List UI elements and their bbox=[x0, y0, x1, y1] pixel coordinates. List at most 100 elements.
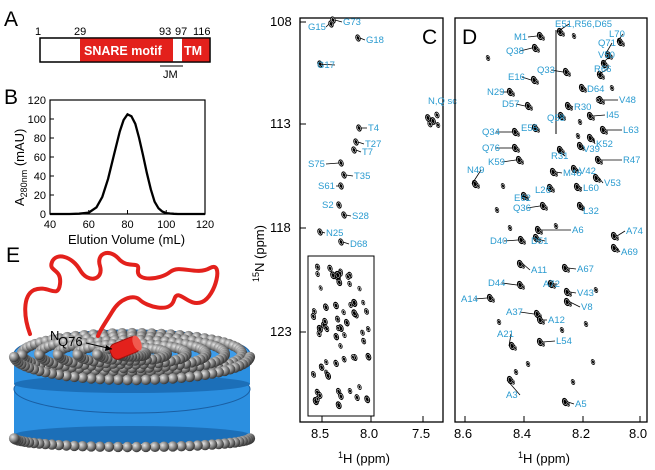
nmr-peak bbox=[601, 74, 605, 80]
lipid-head bbox=[103, 441, 115, 452]
d-peak-label-e55: E55 bbox=[521, 123, 538, 134]
nmr-peak bbox=[593, 287, 599, 293]
lipid-head bbox=[86, 441, 97, 452]
d-peak-label-v53: V53 bbox=[604, 178, 621, 189]
lipid-head bbox=[176, 441, 187, 452]
c-peak-label-d68: D68 bbox=[350, 239, 367, 250]
nmr-peak bbox=[335, 401, 342, 410]
peak-leader bbox=[550, 69, 564, 73]
nmr-peak bbox=[539, 229, 543, 235]
c-peak-label-g18: G18 bbox=[366, 35, 384, 46]
peak-leader bbox=[532, 237, 546, 242]
nmr-peak bbox=[615, 235, 619, 241]
nmr-peak bbox=[552, 283, 556, 289]
lipid-head bbox=[8, 433, 20, 444]
nmr-peak bbox=[333, 359, 339, 368]
peak-leader bbox=[325, 162, 340, 165]
elution-y-tick-60: 60 bbox=[34, 152, 46, 164]
panel-e: E N Q76 bbox=[6, 244, 256, 453]
peak-leader bbox=[570, 105, 574, 108]
peak-leader bbox=[557, 115, 562, 119]
lipid-head bbox=[86, 373, 97, 384]
elution-y-tick-80: 80 bbox=[34, 133, 46, 145]
elution-y-tick-0: 0 bbox=[40, 209, 46, 221]
d-peak-label-a14: A14 bbox=[461, 294, 478, 305]
nmr-peak bbox=[356, 124, 362, 132]
lipid-head bbox=[140, 374, 152, 385]
d-peak-label-d44: D44 bbox=[488, 278, 505, 289]
nmr-peak bbox=[341, 171, 347, 179]
nmr-peak bbox=[365, 352, 372, 361]
d-peak-label-a37: A37 bbox=[506, 307, 523, 318]
elution-chart-axes: 0 20 40 60 80 100 120 40 60 80 100 120 bbox=[28, 95, 215, 231]
c-x-axis-label: 1H (ppm) bbox=[338, 450, 390, 466]
panel-b: B 0 20 40 60 80 100 120 40 60 80 100 120 A280nm (mA… bbox=[4, 86, 214, 247]
nmr-peak bbox=[327, 264, 333, 272]
elution-x-tick-40: 40 bbox=[44, 219, 56, 231]
nmr-peak bbox=[341, 355, 347, 363]
peak-leader bbox=[345, 214, 352, 217]
panel-label-d: D bbox=[462, 26, 477, 49]
d-peak-label-r30: R30 bbox=[574, 102, 591, 113]
residue-number-29: 29 bbox=[74, 26, 86, 38]
peak-leader bbox=[527, 35, 538, 38]
peak-leader bbox=[569, 291, 577, 294]
d-x-tick-8.6: 8.6 bbox=[454, 426, 472, 441]
nmr-peak bbox=[491, 297, 495, 303]
lipid-head bbox=[149, 441, 161, 452]
nmr-peak bbox=[591, 115, 595, 121]
d-peak-label-l70: L70 bbox=[609, 29, 625, 40]
peak-leader bbox=[520, 195, 529, 199]
peak-leader bbox=[471, 169, 482, 185]
lipid-head bbox=[112, 441, 124, 453]
peak-leader bbox=[526, 205, 541, 209]
nmr-peak bbox=[485, 55, 491, 61]
lipid-head bbox=[69, 440, 80, 452]
d-peak-label-e51-r56-d65: E51,R56,D65 bbox=[555, 19, 612, 30]
d-peak-label-l60: L60 bbox=[583, 183, 599, 194]
residue-number-97: 97 bbox=[175, 26, 187, 38]
c-peak-label-g73: G73 bbox=[343, 17, 361, 28]
nmr-peak bbox=[365, 326, 371, 333]
nmr-peak bbox=[334, 270, 341, 280]
nmr-peak bbox=[342, 332, 347, 339]
peak-leader bbox=[515, 103, 526, 107]
nmr-peak bbox=[323, 303, 329, 312]
nmr-peak bbox=[354, 394, 360, 402]
nmr-peak bbox=[351, 146, 357, 154]
nmr-peak bbox=[435, 122, 441, 128]
lipid-head bbox=[77, 441, 88, 452]
nmr-peak bbox=[434, 111, 440, 119]
nmr-peak bbox=[330, 271, 337, 280]
nmr-peak bbox=[511, 379, 515, 385]
nmr-peak bbox=[338, 392, 344, 400]
lipid-head bbox=[92, 349, 103, 360]
peak-leader bbox=[474, 297, 488, 300]
peak-leader bbox=[616, 247, 621, 253]
snare-motif-label: SNARE motif bbox=[84, 44, 163, 58]
c-peak-label-t4: T4 bbox=[368, 123, 379, 134]
c-peak-label-s2: S2 bbox=[322, 200, 334, 211]
domain-bar-outline bbox=[39, 37, 211, 63]
d-peak-label-v43: V43 bbox=[577, 288, 594, 299]
nmr-peak bbox=[568, 291, 572, 297]
c-peak-label-s61: S61 bbox=[318, 181, 335, 192]
d-peak-label-q36: Q36 bbox=[513, 203, 531, 214]
lipid-head bbox=[72, 349, 83, 360]
d-x-tick-8.2: 8.2 bbox=[572, 426, 590, 441]
peak-leader bbox=[616, 33, 624, 43]
peak-leader bbox=[598, 177, 604, 184]
nmr-peak bbox=[541, 341, 545, 347]
peak-leader bbox=[569, 301, 581, 308]
nmr-peak bbox=[341, 211, 347, 219]
nmr-peak bbox=[333, 301, 339, 310]
d-peak-label-a67: A67 bbox=[577, 264, 594, 275]
d-peak-label-m1: M1 bbox=[514, 32, 527, 43]
c-y-tick-108: 108 bbox=[270, 14, 292, 29]
peak-leader bbox=[334, 19, 343, 23]
nmr-peak bbox=[496, 319, 502, 325]
nmr-peak bbox=[325, 371, 332, 380]
d-peak-label-k52: K52 bbox=[596, 139, 613, 150]
c-y-tick-118: 118 bbox=[270, 220, 291, 235]
